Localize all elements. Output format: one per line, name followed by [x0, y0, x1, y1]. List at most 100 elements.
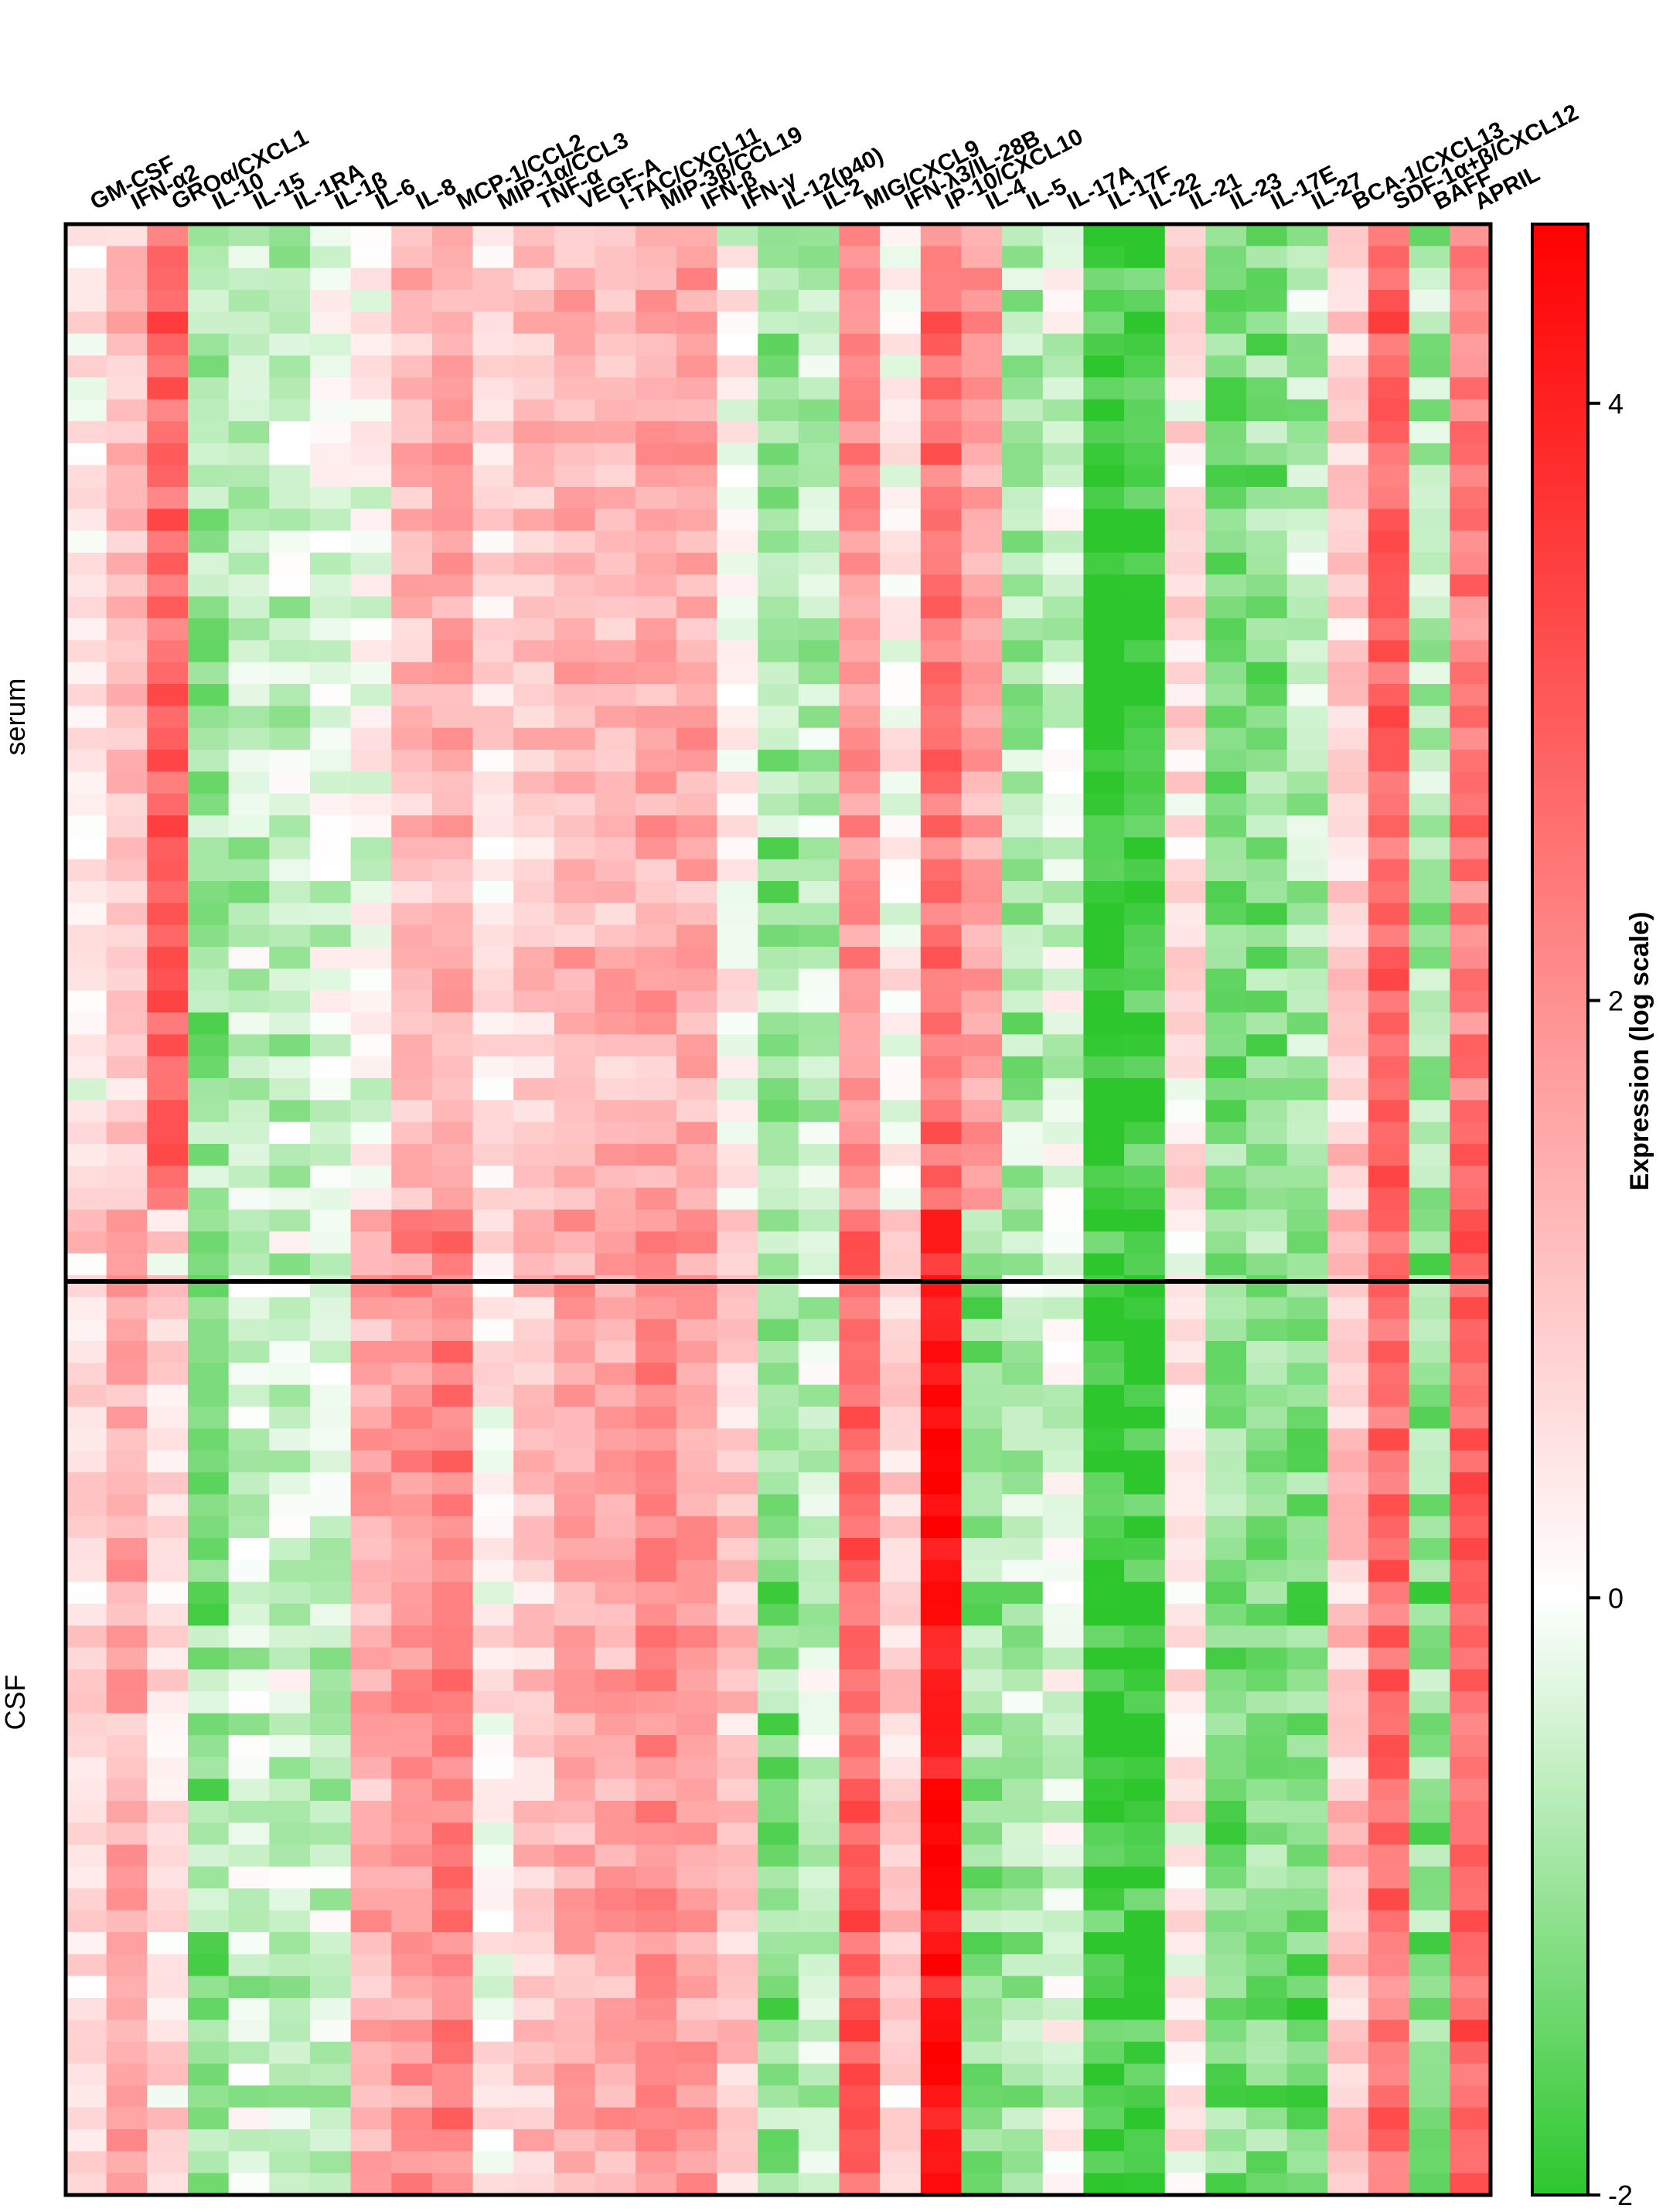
heatmap-cell	[595, 1954, 636, 1977]
heatmap-cell	[676, 377, 718, 400]
heatmap-cell	[595, 1691, 636, 1714]
heatmap-cell	[1327, 246, 1369, 269]
heatmap-cell	[1368, 399, 1410, 422]
heatmap-cell	[798, 2085, 840, 2108]
heatmap-cell	[269, 1822, 311, 1846]
heatmap-cell	[1327, 793, 1369, 816]
heatmap-cell	[758, 771, 799, 795]
heatmap-cell	[1083, 837, 1125, 860]
heatmap-cell	[676, 1713, 718, 1736]
heatmap-cell	[513, 1384, 555, 1407]
heatmap-cell	[513, 487, 555, 509]
heatmap-cell	[106, 311, 148, 335]
heatmap-cell	[758, 727, 799, 750]
heatmap-cell	[758, 1822, 799, 1846]
heatmap-cell	[1286, 465, 1328, 488]
heatmap-cell	[391, 246, 433, 269]
heatmap-cell	[513, 1187, 555, 1210]
heatmap-cell	[1083, 1341, 1125, 1363]
heatmap-cell	[758, 1121, 799, 1145]
heatmap-cell	[635, 640, 677, 663]
heatmap-cell	[472, 1625, 514, 1649]
heatmap-cell	[431, 771, 474, 795]
heatmap-cell	[1164, 2064, 1206, 2086]
heatmap-cell	[554, 837, 596, 860]
heatmap-cell	[961, 224, 1003, 247]
heatmap-cell	[758, 1450, 799, 1473]
heatmap-cell	[920, 1472, 963, 1495]
heatmap-cell	[595, 1801, 636, 1823]
heatmap-cell	[880, 968, 922, 992]
heatmap-cell	[269, 618, 311, 641]
heatmap-cell	[228, 1932, 270, 1955]
heatmap-cell	[1124, 1297, 1166, 1320]
heatmap-cell	[147, 1560, 189, 1583]
heatmap-cell	[717, 1822, 758, 1846]
heatmap-cell	[1450, 990, 1491, 1013]
heatmap-cell	[106, 1581, 148, 1605]
heatmap-cell	[961, 1647, 1003, 1670]
heatmap-cell	[1327, 1888, 1369, 1911]
heatmap-cell	[798, 1669, 840, 1692]
heatmap-cell	[187, 1428, 230, 1451]
heatmap-cell	[1368, 1319, 1410, 1342]
heatmap-cell	[1450, 1975, 1491, 1999]
heatmap-cell	[1205, 1210, 1247, 1232]
heatmap-cell	[920, 443, 963, 466]
heatmap-cell	[1327, 2107, 1369, 2130]
heatmap-cell	[839, 421, 881, 444]
heatmap-cell	[1450, 421, 1491, 444]
heatmap-cell	[1124, 1231, 1166, 1254]
heatmap-cell	[1450, 530, 1491, 553]
heatmap-cell	[513, 311, 555, 335]
heatmap-cell	[1164, 1210, 1206, 1232]
heatmap-cell	[920, 1691, 963, 1714]
heatmap-cell	[309, 640, 352, 663]
heatmap-cell	[635, 1121, 677, 1145]
heatmap-cell	[635, 1735, 677, 1758]
heatmap-cell	[880, 1012, 922, 1035]
heatmap-cell	[1368, 771, 1410, 795]
heatmap-cell	[228, 311, 270, 335]
heatmap-cell	[147, 290, 189, 312]
heatmap-cell	[1368, 924, 1410, 948]
heatmap-cell	[798, 356, 840, 378]
heatmap-cell	[513, 2151, 555, 2174]
heatmap-cell	[1002, 1647, 1044, 1670]
heatmap-cell	[758, 2151, 799, 2174]
heatmap-cell	[147, 1691, 189, 1714]
heatmap-cell	[472, 596, 514, 619]
heatmap-cell	[1002, 1428, 1044, 1451]
heatmap-cell	[106, 1604, 148, 1626]
heatmap-cell	[1286, 2173, 1328, 2196]
heatmap-cell	[1409, 727, 1450, 750]
heatmap-cell	[595, 1757, 636, 1780]
heatmap-cell	[717, 1231, 758, 1254]
heatmap-cell	[513, 1472, 555, 1495]
heatmap-cell	[920, 750, 963, 772]
heatmap-cell	[676, 924, 718, 948]
heatmap-cell	[798, 553, 840, 575]
heatmap-cell	[1368, 1647, 1410, 1670]
heatmap-cell	[554, 1975, 596, 1999]
heatmap-cell	[1286, 1363, 1328, 1386]
heatmap-cell	[472, 1516, 514, 1539]
heatmap-cell	[228, 1450, 270, 1473]
heatmap-cell	[228, 1012, 270, 1035]
heatmap-cell	[1124, 1691, 1166, 1714]
heatmap-cell	[717, 1669, 758, 1692]
heatmap-cell	[1368, 421, 1410, 444]
heatmap-cell	[717, 399, 758, 422]
heatmap-cell	[1246, 224, 1288, 247]
heatmap-cell	[1327, 1100, 1369, 1123]
heatmap-cell	[676, 1297, 718, 1320]
heatmap-cell	[554, 924, 596, 948]
heatmap-cell	[431, 859, 474, 882]
heatmap-cell	[1327, 750, 1369, 772]
heatmap-cell	[431, 1538, 474, 1560]
heatmap-cell	[595, 1231, 636, 1254]
heatmap-cell	[1083, 1801, 1125, 1823]
heatmap-cell	[1409, 224, 1450, 247]
heatmap-cell	[920, 1867, 963, 1889]
heatmap-cell	[1450, 1713, 1491, 1736]
